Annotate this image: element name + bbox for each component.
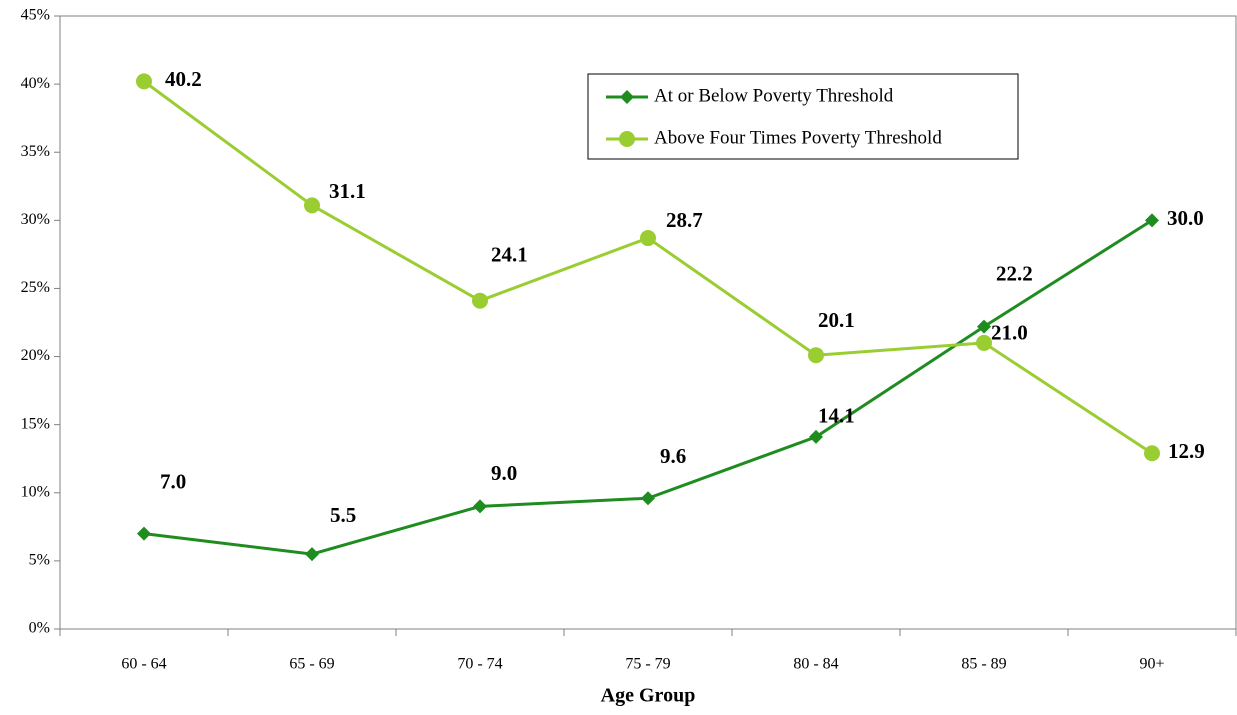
data-label: 20.1 — [818, 308, 855, 332]
marker — [304, 197, 320, 214]
data-label: 5.5 — [330, 503, 356, 527]
plot-area — [59, 15, 1237, 630]
y-tick-label: 5% — [29, 552, 50, 569]
x-tick-label: 75 - 79 — [625, 656, 670, 673]
marker — [620, 90, 634, 104]
x-tick-label: 70 - 74 — [457, 656, 502, 673]
legend-label: At or Below Poverty Threshold — [654, 85, 894, 106]
marker — [472, 292, 488, 309]
marker — [137, 526, 151, 541]
x-tick-label: 65 - 69 — [289, 656, 334, 673]
legend-box — [587, 73, 1019, 160]
y-tick-label: 20% — [21, 347, 50, 364]
data-label: 7.0 — [160, 469, 186, 493]
marker — [305, 547, 319, 562]
data-label: 31.1 — [329, 179, 366, 203]
data-label: 21.0 — [991, 321, 1028, 345]
x-axis-title: Age Group — [601, 685, 696, 707]
y-tick-label: 25% — [21, 279, 50, 296]
x-tick-label: 60 - 64 — [121, 656, 166, 673]
data-label: 9.6 — [660, 444, 686, 468]
y-tick-label: 30% — [21, 211, 50, 228]
marker — [136, 73, 152, 90]
data-label: 14.1 — [818, 404, 855, 428]
marker — [1145, 213, 1159, 228]
marker — [641, 491, 655, 506]
y-tick-label: 45% — [21, 7, 50, 24]
marker — [1144, 445, 1160, 462]
data-label: 40.2 — [165, 67, 202, 91]
data-label: 28.7 — [666, 208, 703, 232]
x-tick-label: 80 - 84 — [793, 656, 838, 673]
y-tick-label: 35% — [21, 143, 50, 160]
data-label: 24.1 — [491, 243, 528, 267]
data-label: 30.0 — [1167, 206, 1204, 230]
marker — [977, 319, 991, 334]
marker — [809, 429, 823, 444]
y-tick-label: 10% — [21, 483, 50, 500]
data-label: 22.2 — [996, 261, 1033, 285]
marker — [640, 230, 656, 247]
y-tick-label: 15% — [21, 415, 50, 432]
marker — [808, 347, 824, 364]
x-tick-label: 85 - 89 — [961, 656, 1006, 673]
data-label: 12.9 — [1168, 439, 1205, 463]
marker — [619, 131, 635, 147]
data-label: 9.0 — [491, 461, 517, 485]
marker — [473, 499, 487, 514]
y-tick-label: 40% — [21, 75, 50, 92]
y-tick-label: 0% — [29, 620, 50, 637]
marker — [976, 334, 992, 351]
legend-label: Above Four Times Poverty Threshold — [654, 127, 942, 148]
x-tick-label: 90+ — [1139, 656, 1164, 673]
